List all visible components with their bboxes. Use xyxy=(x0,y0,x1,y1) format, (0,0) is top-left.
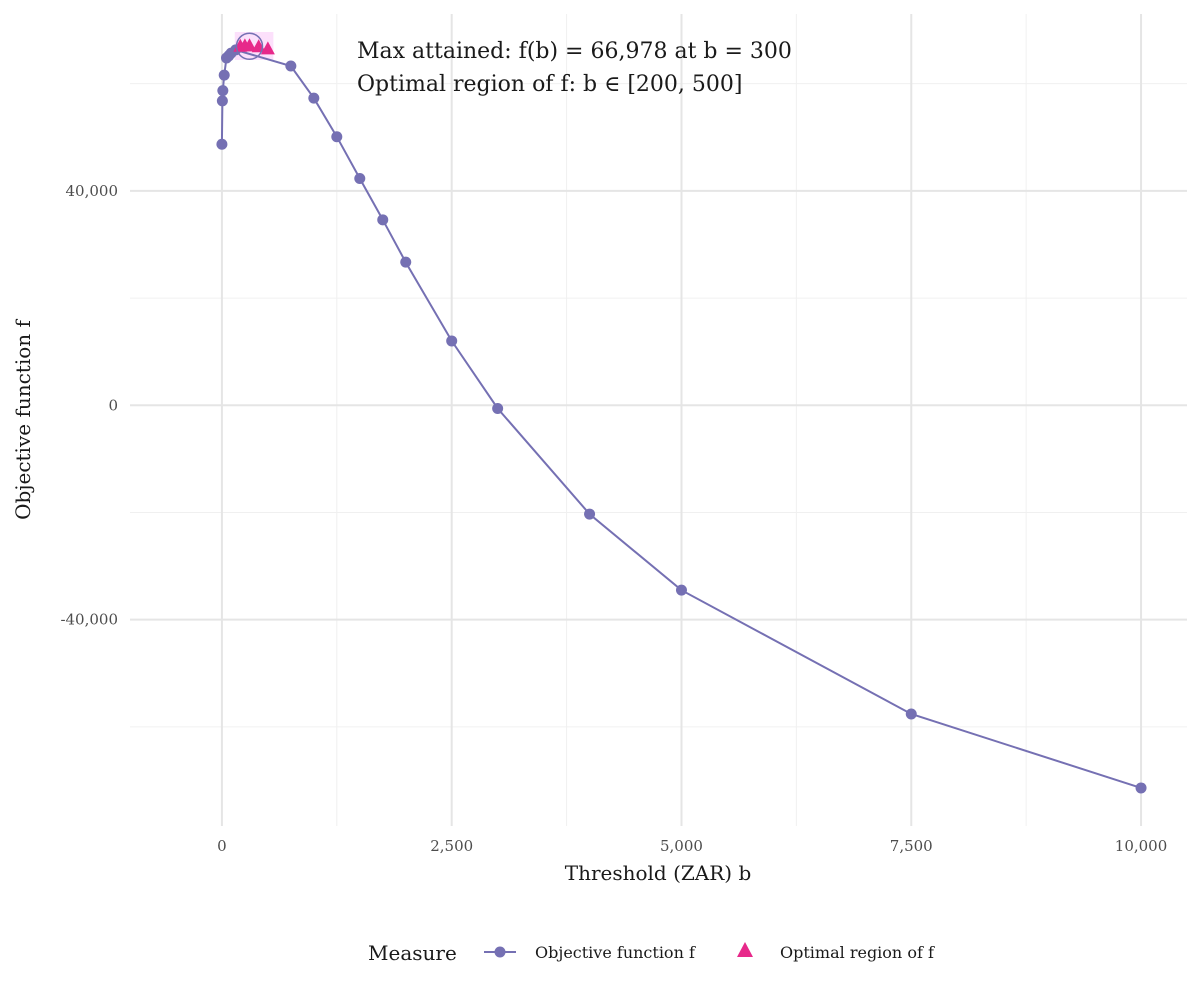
x-tick-label: 10,000 xyxy=(1115,837,1168,855)
optimal-region-point xyxy=(260,41,275,55)
objective-point xyxy=(377,214,389,226)
annotation-max: Max attained: f(b) = 66,978 at b = 300 xyxy=(357,39,792,64)
x-tick-label: 7,500 xyxy=(890,837,933,855)
objective-point xyxy=(308,92,320,104)
axis-ticks: 0 2,500 5,000 7,500 10,000 -40,000 0 40,000 xyxy=(60,182,1167,855)
optimal-region-point xyxy=(242,38,257,52)
legend-circle-key xyxy=(494,946,506,958)
objective-point xyxy=(285,60,297,72)
objective-point xyxy=(331,131,343,143)
legend-title: Measure xyxy=(368,941,457,965)
legend-triangle-key xyxy=(737,942,753,957)
objective-point xyxy=(216,138,228,150)
objective-point xyxy=(905,708,917,720)
objective-point xyxy=(1135,782,1147,794)
x-axis-title: Threshold (ZAR) b xyxy=(565,861,752,885)
objective-point xyxy=(675,584,687,596)
objective-point xyxy=(217,85,229,97)
y-axis-title: Objective function f xyxy=(11,318,35,519)
objective-point xyxy=(354,173,366,185)
objective-point xyxy=(584,508,596,520)
x-tick-label: 0 xyxy=(217,837,227,855)
max-point-ring xyxy=(235,32,264,61)
annotation-region: Optimal region of f: b ∈ [200, 500] xyxy=(357,72,742,97)
objective-point xyxy=(446,335,458,347)
y-tick-label: -40,000 xyxy=(60,611,118,629)
y-tick-label: 0 xyxy=(108,396,118,414)
x-tick-label: 5,000 xyxy=(660,837,703,855)
objective-point xyxy=(218,69,230,81)
objective-point xyxy=(216,95,228,107)
legend-label-objective: Objective function f xyxy=(535,943,696,962)
y-tick-label: 40,000 xyxy=(66,182,119,200)
x-tick-label: 2,500 xyxy=(430,837,473,855)
legend-label-optimal: Optimal region of f xyxy=(780,943,935,962)
objective-point xyxy=(492,402,504,414)
legend: Measure Objective function f Optimal reg… xyxy=(368,941,935,965)
grid xyxy=(130,14,1187,826)
series-layer xyxy=(216,38,1147,794)
objective-point xyxy=(400,256,412,268)
